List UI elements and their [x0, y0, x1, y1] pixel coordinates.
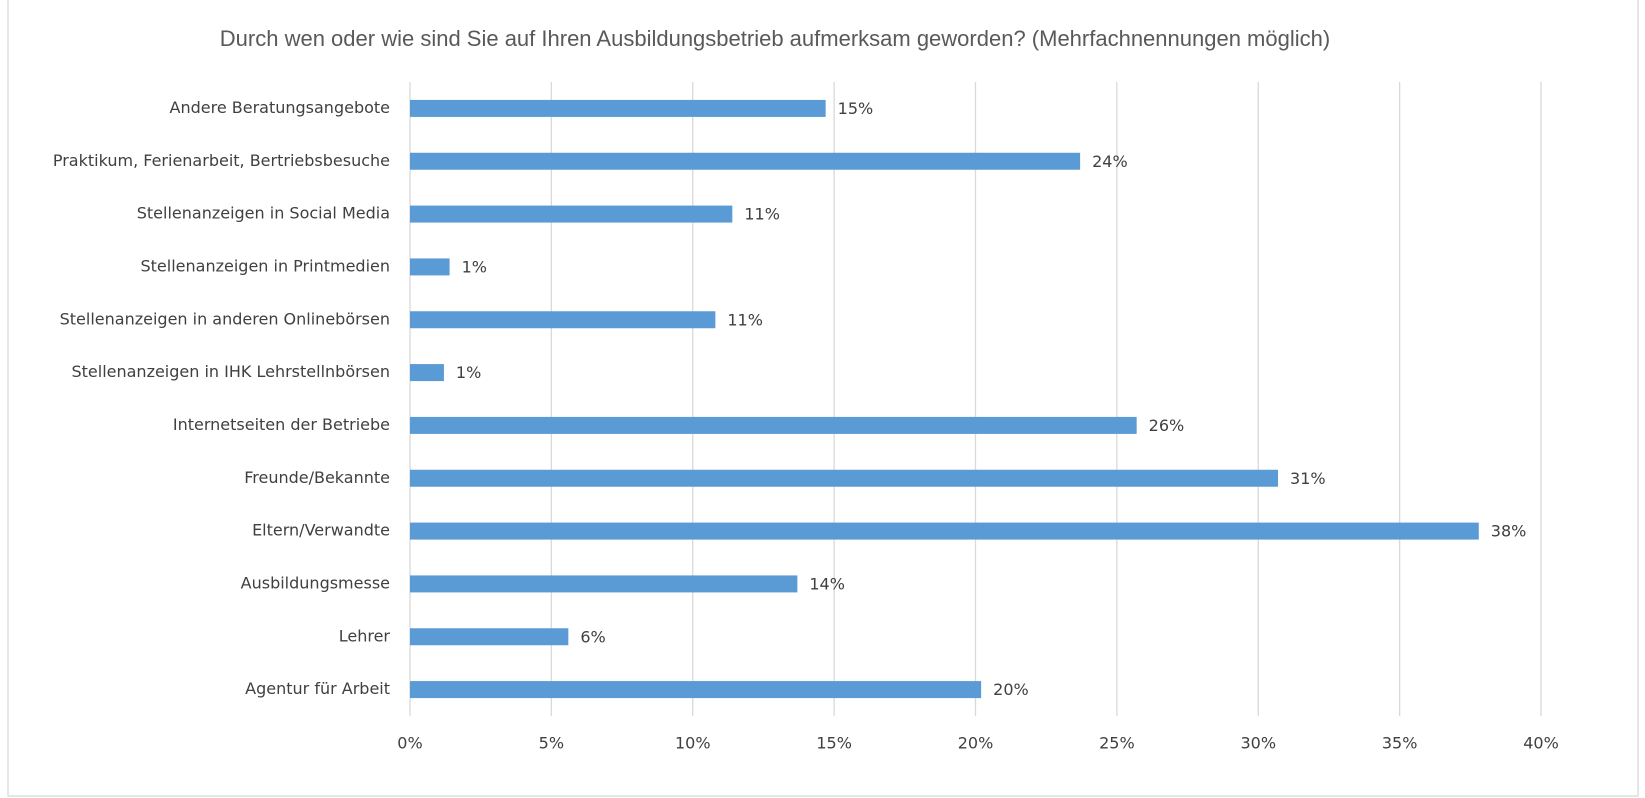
data-label: 38%: [1491, 522, 1527, 541]
data-label: 15%: [838, 99, 874, 118]
bar: [410, 258, 450, 276]
y-tick-label: Andere Beratungsangebote: [170, 98, 391, 117]
y-tick-label: Stellenanzeigen in anderen Onlinebörsen: [60, 309, 390, 328]
bar: [410, 628, 569, 646]
x-tick-label: 30%: [1240, 734, 1276, 753]
data-label: 1%: [456, 363, 481, 382]
y-tick-label: Freunde/Bekannte: [244, 468, 390, 487]
y-tick-label: Eltern/Verwandte: [252, 521, 390, 540]
bar: [410, 311, 716, 329]
data-label: 14%: [809, 574, 845, 593]
bar: [410, 205, 733, 223]
bar: [410, 152, 1081, 170]
data-label: 11%: [727, 310, 763, 329]
data-label: 11%: [744, 205, 780, 224]
chart-title: Durch wen oder wie sind Sie auf Ihren Au…: [220, 26, 1330, 51]
data-label: 31%: [1290, 469, 1326, 488]
bar: [410, 416, 1137, 434]
bar: [410, 469, 1279, 487]
bar: [410, 364, 444, 382]
bar: [410, 681, 982, 699]
x-tick-label: 5%: [539, 734, 564, 753]
bar: [410, 522, 1479, 540]
y-tick-label: Ausbildungsmesse: [241, 573, 390, 592]
data-label: 20%: [993, 680, 1029, 699]
y-tick-label: Stellenanzeigen in Social Media: [137, 204, 390, 223]
y-tick-label: Praktikum, Ferienarbeit, Bertriebsbesuch…: [53, 151, 390, 170]
bar: [410, 575, 798, 593]
x-tick-label: 0%: [397, 734, 422, 753]
data-label: 1%: [462, 257, 487, 276]
data-label: 6%: [580, 627, 605, 646]
x-tick-label: 10%: [675, 734, 711, 753]
y-tick-label: Agentur für Arbeit: [245, 679, 390, 698]
data-label: 26%: [1149, 416, 1185, 435]
data-label: 24%: [1092, 152, 1128, 171]
x-tick-label: 25%: [1099, 734, 1135, 753]
y-tick-label: Internetseiten der Betriebe: [173, 415, 390, 434]
x-tick-label: 15%: [816, 734, 852, 753]
y-tick-label: Stellenanzeigen in Printmedien: [141, 256, 391, 275]
y-tick-label: Lehrer: [339, 626, 391, 645]
bar: [410, 99, 826, 117]
x-tick-label: 40%: [1523, 734, 1559, 753]
y-tick-label: Stellenanzeigen in IHK Lehrstellnbörsen: [71, 362, 390, 381]
x-tick-label: 35%: [1382, 734, 1418, 753]
chart-border: [7, 0, 1639, 797]
x-tick-label: 20%: [958, 734, 994, 753]
